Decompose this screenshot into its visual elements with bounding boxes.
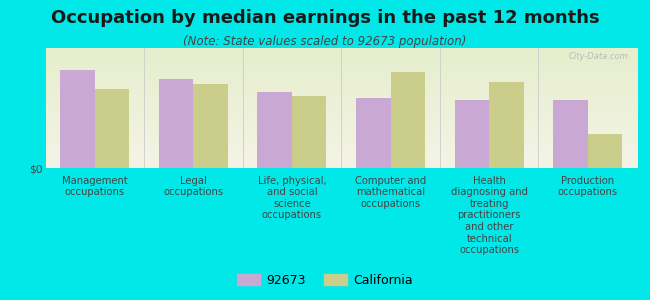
Bar (292, 96, 326, 168)
Text: Computer and
mathematical
occupations: Computer and mathematical occupations (355, 176, 426, 209)
Text: City-Data.com: City-Data.com (568, 52, 628, 61)
Legend: 92673, California: 92673, California (233, 270, 417, 291)
Bar (95, 89, 129, 168)
Text: (Note: State values scaled to 92673 population): (Note: State values scaled to 92673 popu… (183, 34, 467, 47)
Bar (257, 92, 292, 168)
Bar (159, 79, 194, 168)
Text: Health
diagnosing and
treating
practitioners
and other
technical
occupations: Health diagnosing and treating practitio… (450, 176, 528, 255)
Bar (489, 82, 524, 168)
Text: Legal
occupations: Legal occupations (163, 176, 224, 197)
Text: Management
occupations: Management occupations (62, 176, 127, 197)
Bar (60, 70, 95, 168)
Text: Life, physical,
and social
science
occupations: Life, physical, and social science occup… (257, 176, 326, 220)
Bar (588, 134, 622, 168)
Bar (194, 84, 228, 168)
Bar (553, 100, 588, 168)
Bar (356, 98, 391, 168)
Bar (454, 100, 489, 168)
Bar (391, 72, 425, 168)
Text: Occupation by median earnings in the past 12 months: Occupation by median earnings in the pas… (51, 9, 599, 27)
Text: Production
occupations: Production occupations (558, 176, 618, 197)
